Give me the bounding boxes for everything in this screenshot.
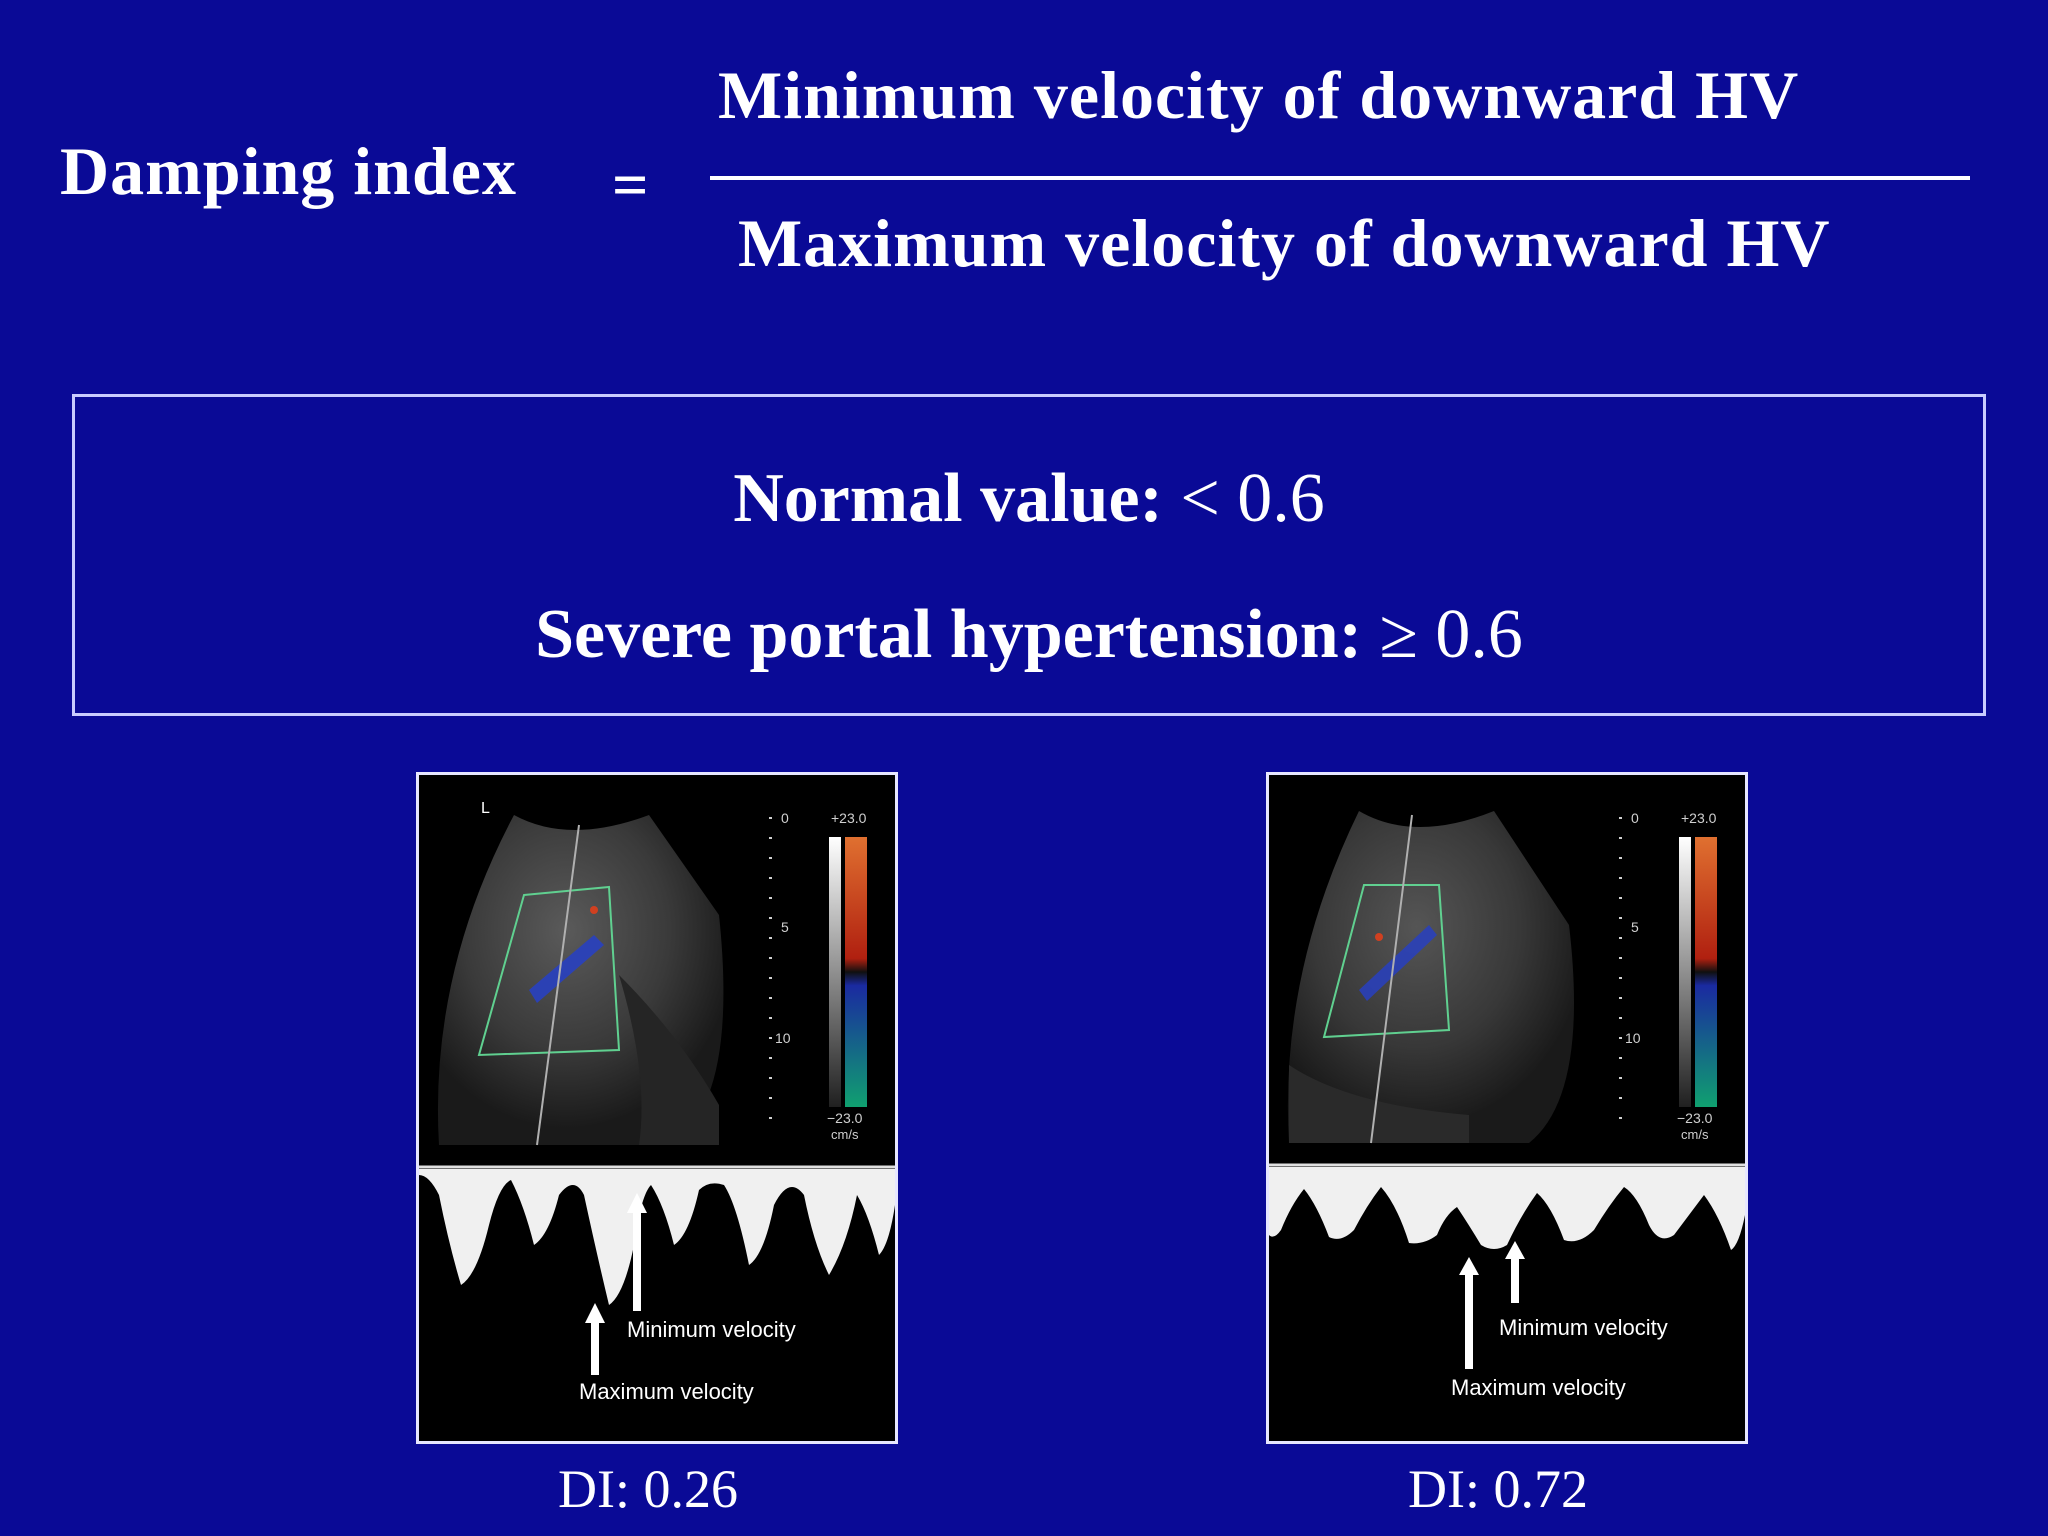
velocity-scale-top: +23.0 — [831, 810, 867, 826]
hepatic-vein-flow — [529, 935, 604, 1003]
depth-label-0: 0 — [1631, 810, 1639, 826]
doppler-cursor-line — [536, 824, 580, 1146]
max-velocity-label: Maximum velocity — [1451, 1375, 1626, 1400]
grayscale-bar — [1679, 837, 1691, 1107]
normal-value-label: Normal value: — [733, 460, 1163, 537]
ultrasound-panel-left: L 0 5 10 +23.0 −23.0 cm/s Minimu — [416, 772, 898, 1444]
depth-label-10: 10 — [775, 1030, 791, 1046]
depth-scale — [769, 817, 772, 1119]
doppler-cursor-line — [1370, 814, 1413, 1144]
formula-numerator: Minimum velocity of downward HV — [718, 57, 1800, 133]
severe-ph-label: Severe portal hypertension: — [535, 596, 1363, 673]
ultrasound-image-right: 0 5 10 +23.0 −23.0 cm/s Minimum velocity… — [1269, 810, 1745, 1400]
arrow-max-velocity — [585, 1303, 605, 1375]
min-velocity-label: Minimum velocity — [627, 1317, 796, 1342]
color-velocity-bar — [845, 837, 867, 1107]
ultrasound-panel-right: 0 5 10 +23.0 −23.0 cm/s Minimum velocity… — [1266, 772, 1748, 1444]
velocity-scale-top: +23.0 — [1681, 810, 1717, 826]
formula-equals: = — [612, 149, 649, 220]
flow-red-spot — [590, 906, 598, 914]
di-caption-left: DI: 0.26 — [558, 1459, 738, 1519]
arrow-max-velocity — [1459, 1257, 1479, 1369]
b-mode-shadow — [1289, 1065, 1469, 1143]
b-mode-sector — [1287, 811, 1574, 1143]
flow-red-spot — [1375, 933, 1383, 941]
arrow-min-velocity — [627, 1193, 647, 1311]
depth-label-5: 5 — [781, 919, 789, 935]
formula-label: Damping index — [60, 133, 517, 209]
velocity-scale-bottom: −23.0 — [827, 1110, 863, 1126]
velocity-units: cm/s — [831, 1127, 859, 1142]
severe-ph-threshold: ≥ 0.6 — [1379, 596, 1523, 673]
b-mode-shadow — [619, 975, 719, 1145]
ultrasound-image-left: L 0 5 10 +23.0 −23.0 cm/s Minimu — [419, 800, 895, 1404]
arrow-min-velocity — [1505, 1241, 1525, 1303]
velocity-units: cm/s — [1681, 1127, 1709, 1142]
spectral-waveform — [1269, 1167, 1745, 1250]
velocity-scale-bottom: −23.0 — [1677, 1110, 1713, 1126]
formula-denominator: Maximum velocity of downward HV — [738, 205, 1831, 281]
grayscale-bar — [829, 837, 841, 1107]
normal-value-line: Normal value: < 0.6 — [75, 459, 1983, 539]
fraction-bar — [710, 176, 1970, 180]
severe-ph-line: Severe portal hypertension: ≥ 0.6 — [75, 595, 1983, 675]
depth-label-0: 0 — [781, 810, 789, 826]
max-velocity-label: Maximum velocity — [579, 1379, 754, 1404]
di-caption-right: DI: 0.72 — [1408, 1459, 1588, 1519]
spectral-waveform — [419, 1169, 895, 1305]
color-velocity-bar — [1695, 837, 1717, 1107]
depth-label-10: 10 — [1625, 1030, 1641, 1046]
min-velocity-label: Minimum velocity — [1499, 1315, 1668, 1340]
depth-scale — [1619, 817, 1622, 1119]
color-roi-box — [477, 885, 621, 1057]
depth-label-5: 5 — [1631, 919, 1639, 935]
color-roi-box — [1322, 884, 1451, 1039]
reference-box: Normal value: < 0.6 Severe portal hypert… — [72, 394, 1986, 716]
orientation-marker: L — [481, 800, 490, 817]
normal-value-threshold: < 0.6 — [1180, 460, 1325, 537]
hepatic-vein-flow — [1359, 925, 1437, 1001]
